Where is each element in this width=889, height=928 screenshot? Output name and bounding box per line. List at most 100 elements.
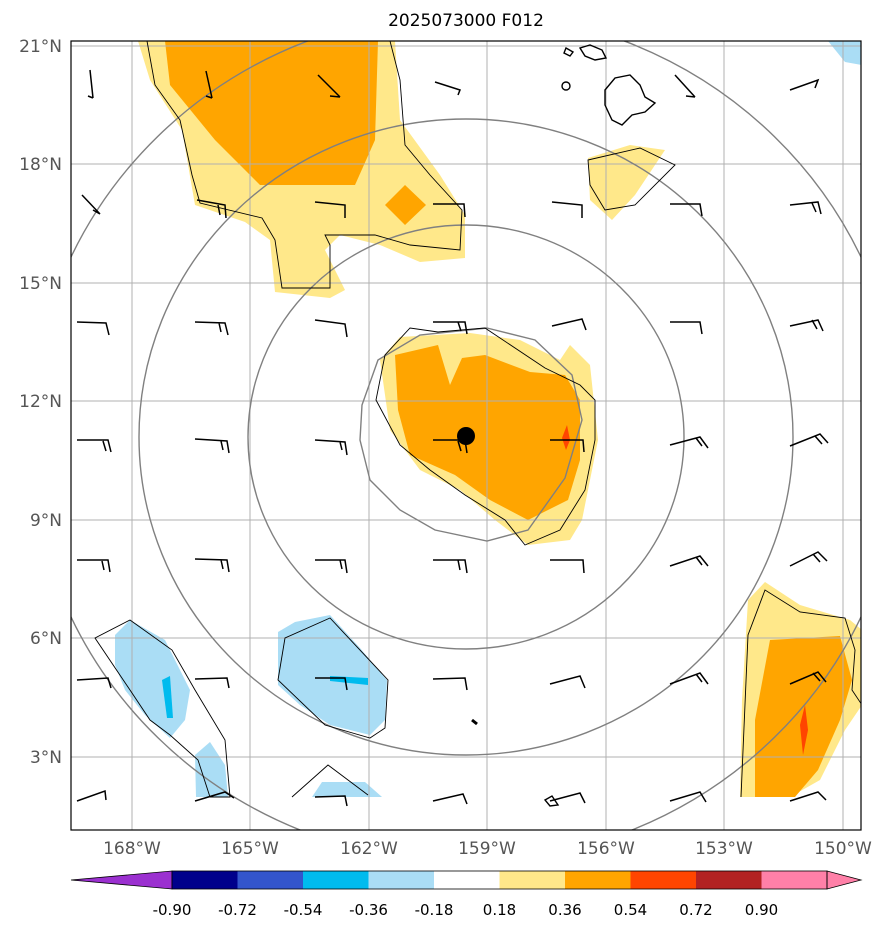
wind-barb	[194, 677, 230, 689]
lat-tick-label: 12°N	[19, 392, 62, 412]
wind-barb	[669, 672, 709, 685]
colorbar-segment	[565, 871, 631, 889]
island-maui	[578, 44, 608, 61]
wind-barb	[670, 203, 703, 217]
wind-barb	[669, 436, 709, 449]
lon-tick-label: 156°W	[577, 839, 635, 859]
wind-barb	[789, 319, 824, 332]
wind-barb	[789, 201, 822, 215]
wind-barb	[315, 559, 348, 574]
lon-axis-labels: 168°W 165°W 162°W 159°W 156°W 153°W 150°…	[103, 839, 872, 859]
range-ring-3	[138, 118, 794, 756]
island-small-2	[561, 81, 571, 91]
range-ring-2	[247, 224, 685, 650]
range-ring-1	[359, 327, 583, 542]
wind-barb	[789, 671, 827, 685]
wind-barb	[315, 677, 348, 691]
wind-barb	[314, 439, 348, 456]
island-small-3	[471, 718, 478, 726]
lon-tick-label: 162°W	[340, 839, 398, 859]
lon-tick-label: 159°W	[458, 839, 516, 859]
lon-tick-label: 165°W	[221, 839, 279, 859]
colorbar-extend-low	[70, 870, 173, 890]
wind-barb	[674, 74, 696, 98]
shade-blue-south-west-lower	[195, 742, 228, 797]
wind-barb	[77, 559, 111, 573]
wind-barb	[789, 791, 827, 802]
lat-axis-labels: 3°N 6°N 9°N 12°N 15°N 18°N 21°N	[19, 37, 62, 768]
wind-barb	[550, 559, 585, 574]
wind-barb	[434, 81, 461, 96]
wind-barb	[551, 318, 587, 331]
wind-barb	[77, 439, 112, 453]
wind-barb	[87, 69, 94, 99]
wind-barb	[670, 321, 703, 335]
colorbar-segment	[696, 871, 762, 889]
colorbar-label: 0.90	[745, 901, 778, 919]
wind-barb	[196, 199, 227, 219]
colorbar-segment	[172, 871, 238, 889]
colorbar-segment	[434, 871, 500, 889]
wind-barb	[549, 675, 586, 689]
contour-center	[375, 327, 596, 546]
shade-blue-top-right	[828, 41, 861, 65]
wind-barb	[550, 439, 585, 453]
colorbar-segment	[630, 871, 696, 889]
colorbar-label: 0.54	[614, 901, 647, 919]
lat-tick-label: 18°N	[19, 155, 62, 175]
coastlines	[471, 44, 657, 807]
wind-barb	[317, 74, 341, 98]
colorbar-segment	[761, 871, 827, 889]
colorbar-label: -0.72	[218, 901, 257, 919]
wind-barb	[789, 78, 820, 91]
shade-orange-diamond	[385, 185, 426, 225]
wind-barb	[433, 559, 468, 574]
colorbar-label: 0.18	[483, 901, 516, 919]
wind-barb	[789, 433, 829, 447]
wind-barb	[432, 677, 468, 691]
lat-tick-label: 9°N	[30, 511, 62, 531]
wind-barb	[433, 321, 468, 335]
wind-barb	[669, 791, 707, 803]
colorbar-segment	[303, 871, 369, 889]
wind-barb	[551, 201, 583, 218]
wind-barb	[314, 201, 346, 218]
storm-center-marker	[457, 427, 475, 445]
wind-barb	[194, 558, 230, 573]
lon-tick-label: 168°W	[103, 839, 161, 859]
wind-barb	[76, 677, 112, 689]
island-big-island	[604, 74, 657, 126]
colorbar-label: -0.36	[349, 901, 388, 919]
colorbar-segment	[237, 871, 303, 889]
lat-tick-label: 3°N	[30, 748, 62, 768]
wind-barb	[549, 792, 586, 804]
wind-barb	[432, 793, 468, 805]
figure-title: 2025073000 F012	[388, 11, 544, 31]
colorbar: -0.90 -0.72 -0.54 -0.36 -0.18 0.18 0.36 …	[70, 870, 863, 919]
lat-tick-label: 21°N	[19, 37, 62, 57]
shade-red-south-east	[800, 705, 808, 755]
wind-barb	[433, 203, 466, 218]
wind-barb	[194, 321, 229, 336]
colorbar-label: -0.90	[153, 901, 192, 919]
lon-tick-label: 150°W	[814, 839, 872, 859]
plot-frame	[70, 40, 862, 831]
lon-tick-label: 153°W	[695, 839, 753, 859]
contour-bottom	[291, 764, 369, 798]
island-small-4	[543, 795, 560, 807]
shade-red-center	[562, 425, 570, 450]
contour-south-center	[277, 617, 389, 739]
contour-north-east	[587, 147, 676, 211]
colorbar-segment	[499, 871, 565, 889]
map-plot-area	[71, 41, 861, 830]
wind-barb	[205, 70, 213, 99]
colorbar-label: -0.54	[284, 901, 323, 919]
colorbar-label: -0.18	[415, 901, 454, 919]
shaded-fields	[115, 41, 861, 797]
wind-barb	[76, 321, 110, 336]
colorbar-frame	[171, 870, 828, 890]
contour-south-west	[94, 619, 231, 798]
island-small-1	[563, 46, 575, 57]
graticule	[71, 41, 861, 830]
